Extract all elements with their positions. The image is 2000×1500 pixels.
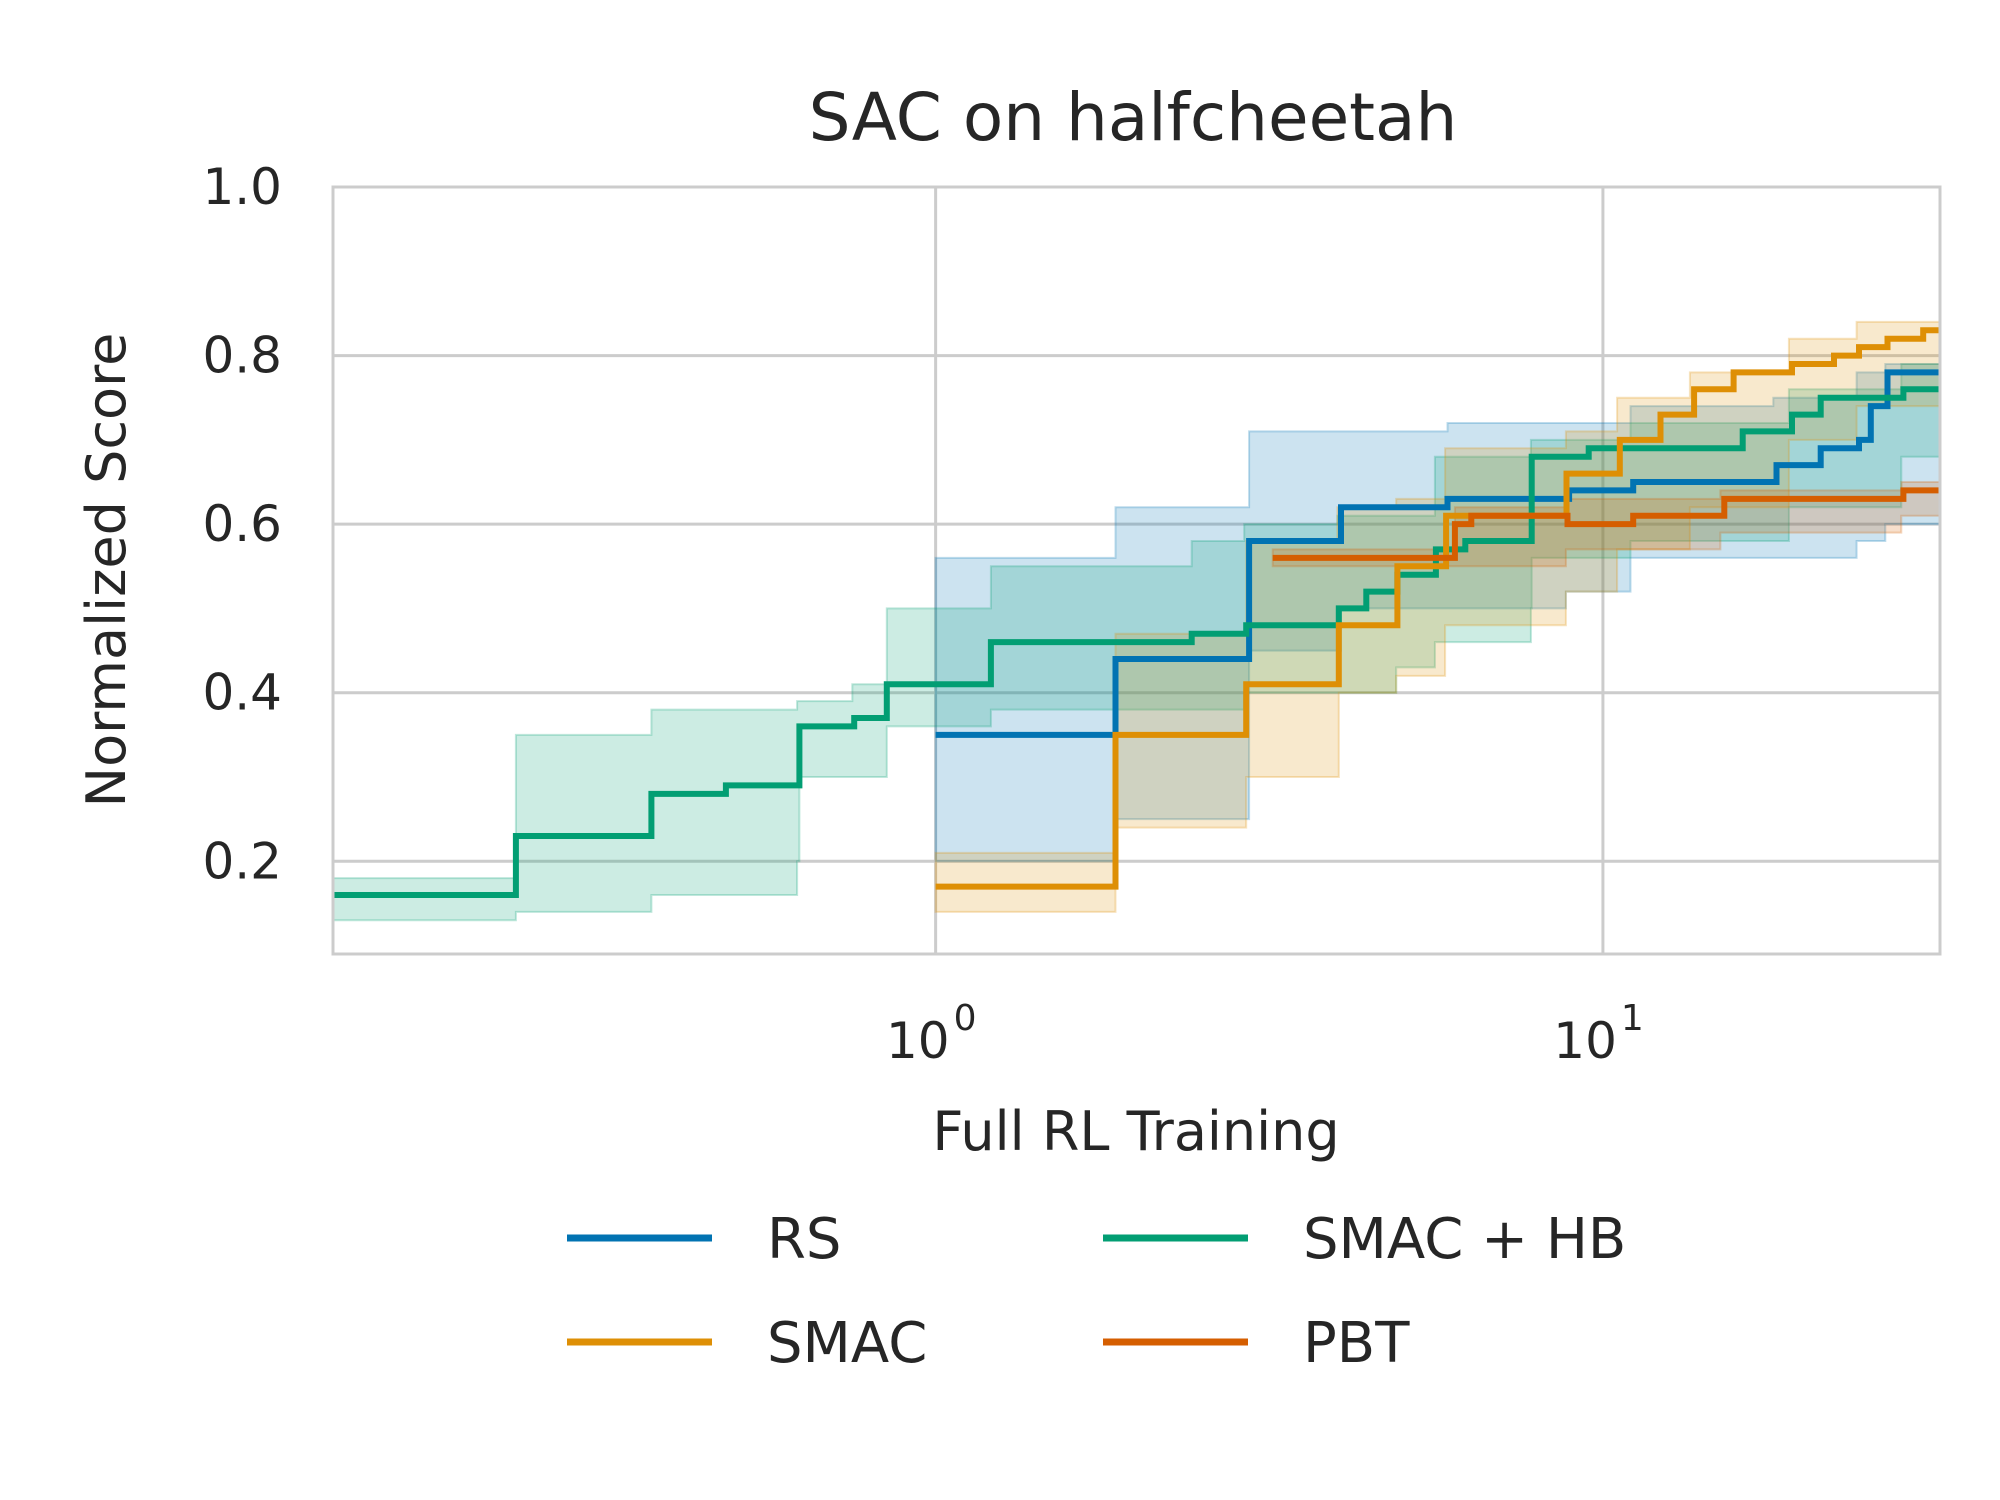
y-tick-label-2: 0.6 <box>202 495 282 553</box>
y-tick-label-1: 0.4 <box>202 664 282 722</box>
legend-label-1: SMAC + HB <box>1303 1207 1626 1272</box>
legend-item-3: PBT <box>1103 1311 1410 1376</box>
y-tick-labels: 0.2 0.4 0.6 0.8 1.0 <box>202 158 282 890</box>
chart-title: SAC on halfcheetah <box>809 79 1458 156</box>
y-tick-label-3: 0.8 <box>202 327 282 385</box>
plot-frame <box>331 185 1942 956</box>
x-tick-base-1: 10 <box>1553 1012 1617 1070</box>
confidence-bands <box>332 305 1941 922</box>
line-series-1 <box>333 386 1940 898</box>
x-tick-base-0: 10 <box>886 1012 950 1070</box>
x-tick-label-1: 10 1 <box>1553 998 1644 1070</box>
legend-label-3: PBT <box>1303 1311 1410 1376</box>
y-tick-label-4: 1.0 <box>202 158 282 216</box>
legend-label-2: SMAC <box>767 1311 927 1376</box>
line-series-2 <box>935 327 1940 890</box>
x-axis-title: Full RL Training <box>932 1100 1339 1163</box>
legend-label-0: RS <box>767 1207 841 1272</box>
legend-item-1: SMAC + HB <box>1103 1207 1626 1272</box>
line-series-3 <box>1272 487 1940 561</box>
x-tick-labels: 10 0 10 1 <box>886 998 1644 1070</box>
series-lines <box>333 327 1940 898</box>
x-tick-label-0: 10 0 <box>886 998 977 1070</box>
y-axis-title: Normalized Score <box>75 333 138 808</box>
x-tick-exp-1: 1 <box>1621 998 1644 1039</box>
legend-item-0: RS <box>567 1207 841 1272</box>
legend: RS SMAC + HB SMAC PBT <box>567 1207 1626 1376</box>
x-tick-exp-0: 0 <box>954 998 977 1039</box>
line-series-0 <box>935 369 1940 738</box>
y-tick-label-0: 0.2 <box>202 832 282 890</box>
legend-item-2: SMAC <box>567 1311 927 1376</box>
